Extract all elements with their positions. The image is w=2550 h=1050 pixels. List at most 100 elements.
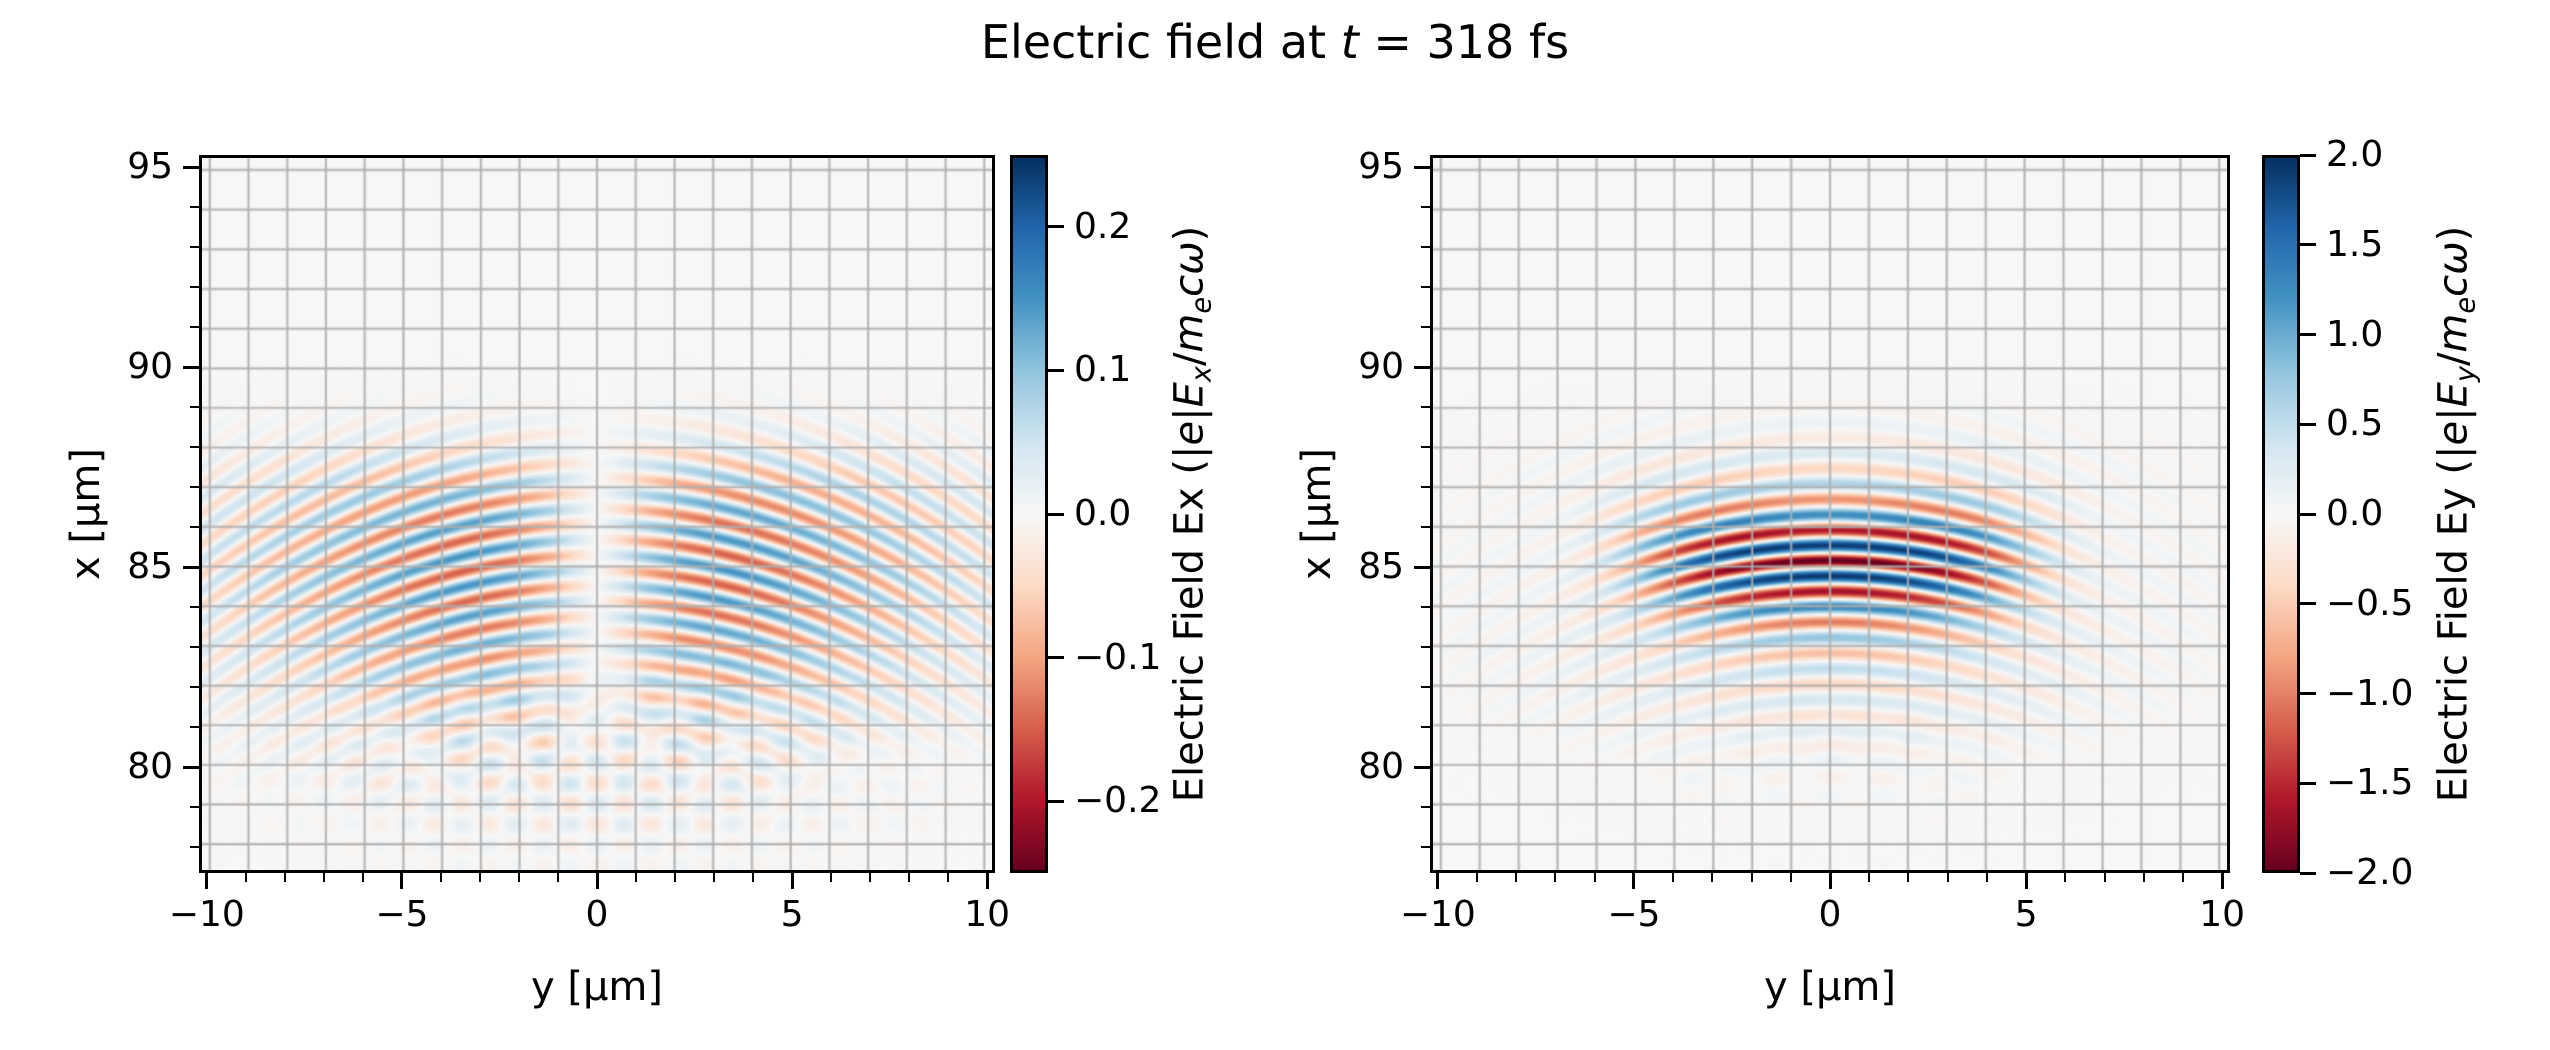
x-minor-tick (908, 873, 911, 882)
x-tick-label: −5 (375, 894, 429, 935)
label-segment: | (1166, 407, 1213, 421)
x-axis-label-left: y [μm] (530, 964, 664, 1010)
heatmap-ex-canvas (202, 158, 992, 870)
y-major-tick (183, 765, 199, 769)
x-major-tick (595, 873, 599, 889)
y-minor-tick (190, 526, 199, 528)
y-minor-tick (190, 646, 199, 648)
colorbar-tick (1048, 225, 1064, 229)
label-segment: e (2450, 296, 2482, 314)
colorbar-tick-label: 2.0 (2326, 134, 2384, 175)
y-tick-label: 85 (127, 546, 173, 587)
y-major-tick (183, 565, 199, 569)
x-major-tick (400, 873, 404, 889)
y-minor-tick (190, 286, 199, 288)
x-tick-label: 10 (2199, 894, 2246, 935)
x-minor-tick (517, 873, 520, 882)
y-minor-tick (190, 726, 199, 728)
y-minor-tick (1421, 326, 1430, 328)
x-minor-tick (2181, 873, 2184, 882)
y-minor-tick (1421, 406, 1430, 408)
label-segment: e (1166, 420, 1213, 446)
x-minor-tick (830, 873, 833, 882)
colorbar-tick-label: 0.0 (2326, 493, 2384, 534)
y-minor-tick (1421, 246, 1430, 248)
y-major-tick (1414, 565, 1430, 569)
y-tick-label: 95 (1358, 146, 1404, 187)
x-minor-tick (947, 873, 950, 882)
label-segment: / (2430, 352, 2477, 367)
figure-title: Electric field at t = 318 fs (0, 16, 2550, 68)
x-minor-tick (478, 873, 481, 882)
x-minor-tick (713, 873, 716, 882)
x-minor-tick (283, 873, 286, 882)
x-minor-tick (1593, 873, 1596, 882)
x-tick-label: −10 (168, 894, 245, 935)
y-major-tick (183, 365, 199, 369)
y-minor-tick (1421, 686, 1430, 688)
y-tick-label: 80 (127, 746, 173, 787)
colorbar-tick (2300, 871, 2316, 875)
x-tick-label: 5 (2014, 894, 2038, 935)
label-segment: / (1166, 352, 1213, 367)
colorbar-tick-label: −0.2 (1074, 780, 1162, 822)
y-minor-tick (190, 806, 199, 808)
colorbar-ey-gradient (2265, 158, 2297, 870)
x-major-tick (1632, 873, 1636, 889)
y-minor-tick (1421, 606, 1430, 608)
x-minor-tick (1711, 873, 1714, 882)
x-minor-tick (1985, 873, 1988, 882)
x-minor-tick (2064, 873, 2067, 882)
x-minor-tick (322, 873, 325, 882)
x-major-tick (2024, 873, 2028, 889)
y-minor-tick (1421, 206, 1430, 208)
y-minor-tick (1421, 846, 1430, 848)
label-segment: c (2430, 274, 2477, 297)
label-segment: E (1166, 382, 1213, 408)
colorbar-tick-label: 0.5 (2326, 403, 2384, 445)
x-tick-label: 10 (964, 894, 1011, 935)
y-major-tick (1414, 765, 1430, 769)
x-tick-label: 0 (1818, 894, 1842, 935)
colorbar-tick-label: 1.5 (2326, 223, 2384, 265)
colorbar-tick-label: −1.0 (2326, 672, 2414, 714)
x-minor-tick (1907, 873, 1910, 882)
y-tick-label: 90 (127, 346, 173, 387)
colorbar-tick (1048, 656, 1064, 660)
x-major-tick (985, 873, 989, 889)
label-segment: ) (1166, 225, 1213, 242)
label-segment: ω (2430, 241, 2477, 275)
x-minor-tick (1750, 873, 1753, 882)
x-minor-tick (1672, 873, 1675, 882)
y-major-tick (1414, 365, 1430, 369)
heatmap-ey-canvas (1433, 158, 2227, 870)
label-segment: | (2430, 407, 2477, 421)
colorbar-tick-label: 0.0 (1074, 493, 1132, 534)
y-major-tick (1414, 165, 1430, 169)
label-segment: m (2430, 313, 2477, 353)
colorbar-ex-gradient (1013, 158, 1045, 870)
y-tick-label: 90 (1358, 346, 1404, 387)
y-minor-tick (1421, 806, 1430, 808)
y-minor-tick (1421, 446, 1430, 448)
colorbar-tick (2300, 602, 2316, 606)
label-segment: ) (2430, 225, 2477, 242)
label-segment: Electric Field Ey (| (2430, 445, 2477, 803)
label-segment: Electric field at (980, 15, 1341, 69)
x-major-tick (1828, 873, 1832, 889)
heatmap-ex-plot (199, 155, 995, 873)
x-major-tick (790, 873, 794, 889)
x-minor-tick (635, 873, 638, 882)
x-minor-tick (674, 873, 677, 882)
x-minor-tick (2142, 873, 2145, 882)
x-minor-tick (2103, 873, 2106, 882)
y-minor-tick (1421, 726, 1430, 728)
y-minor-tick (190, 486, 199, 488)
y-major-tick (183, 165, 199, 169)
x-major-tick (1436, 873, 1440, 889)
y-tick-label: 95 (127, 146, 173, 187)
x-minor-tick (361, 873, 364, 882)
y-minor-tick (1421, 486, 1430, 488)
colorbar-ey-label: Electric Field Ey (|e|Ey/mecω) (2430, 226, 2489, 802)
y-minor-tick (190, 326, 199, 328)
